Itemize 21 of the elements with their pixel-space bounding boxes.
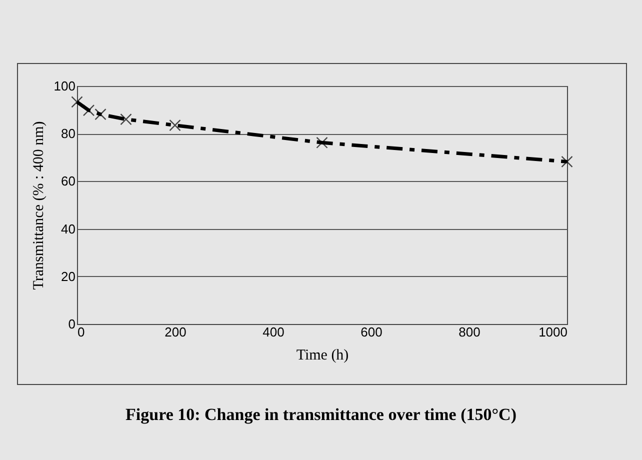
y-tick-label: 100 — [54, 78, 76, 94]
point — [120, 113, 132, 126]
x-tick-label: 1000 — [538, 324, 568, 340]
point — [561, 156, 573, 168]
y-tick-label: 20 — [61, 268, 76, 284]
y-tick-label: 60 — [61, 174, 76, 189]
x-tick-label: 400 — [262, 324, 284, 340]
point — [169, 119, 181, 132]
y-tick-label: 80 — [61, 126, 76, 142]
x-tick-label: 0 — [78, 324, 85, 340]
text: Figure 10: Change in transmittance over time (150°C) — [124, 405, 518, 425]
x-tick-label: 200 — [164, 324, 186, 340]
y-tick-label: 40 — [61, 221, 76, 236]
point — [316, 136, 328, 148]
point — [94, 108, 106, 120]
point — [71, 96, 83, 108]
x-tick-label: 600 — [360, 324, 382, 340]
point — [82, 104, 95, 116]
x-axis-title: Time (h) — [296, 348, 349, 364]
x-tick-label: 800 — [458, 324, 480, 340]
y-axis-title: Transmittance (% : 400 nm) — [30, 121, 47, 290]
